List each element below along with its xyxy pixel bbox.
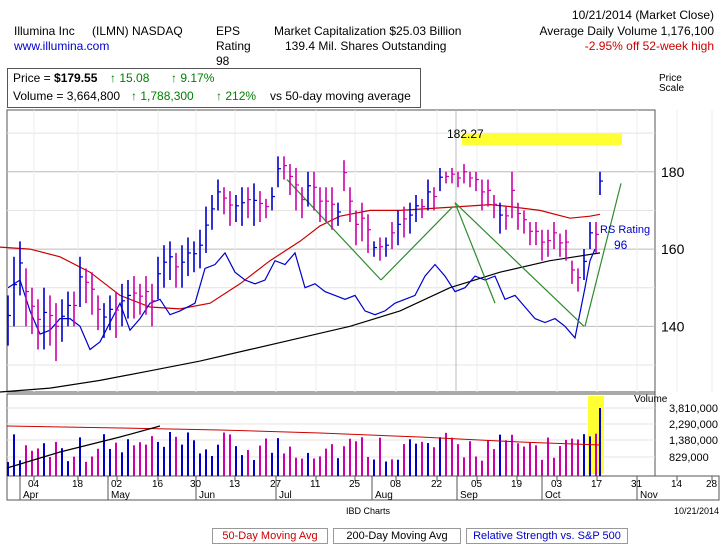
up-arrow-icon: ↑ [216,89,222,103]
legend-ma200: 200-Day Moving Avg [333,528,461,544]
x-tick-label: 13 [229,479,241,490]
trendline [454,202,496,304]
price-panel [6,109,656,393]
month-label: Jul [279,490,292,501]
x-axis-panel [6,475,720,501]
ma50-line [0,203,601,310]
volume-note: vs 50-day moving average [270,89,411,103]
volume-change: ↑ 1,788,300 [131,89,194,104]
volume-tick-label: 1,380,000 [669,435,718,447]
volume-axis-title: Volume [634,394,668,405]
stats-box [7,68,421,108]
month-label: Oct [545,490,561,501]
x-tick-label: 08 [390,479,402,490]
rs-rating-value: 96 [614,238,628,252]
up-arrow-icon: ↑ [110,71,116,85]
up-arrow-icon: ↑ [131,89,137,103]
company-website-link[interactable]: www.illumina.com [14,39,110,53]
month-label: Jun [199,490,215,501]
x-tick-label: 16 [152,479,164,490]
x-tick-label: 11 [310,479,321,490]
rs-rating-label: RS Rating [600,224,651,236]
x-tick-label: 19 [511,479,523,490]
x-tick-label: 17 [591,479,603,490]
eps-rating-label: Rating [216,39,251,53]
price-change-value: 15.08 [119,71,150,85]
price-tick-label: 160 [661,241,685,257]
price-label: Price = $179.55 [13,71,97,86]
trendline [584,183,622,327]
month-label: May [111,490,130,501]
x-tick-label: 14 [671,479,683,490]
x-tick-label: 05 [471,479,483,490]
volume-change-pct-value: 212% [225,89,257,103]
price-change-pct-value: 9.17% [180,71,215,85]
price-change: ↑ 15.08 [110,71,149,86]
volume-value: 3,664,800 [66,89,121,103]
up-arrow-icon: ↑ [171,71,177,85]
price-scale-title: Price Scale [659,73,685,94]
report-date: 10/21/2014 (Market Close) [571,8,714,22]
month-label: Sep [460,490,478,501]
shares-outstanding: 139.4 Mil. Shares Outstanding [285,39,447,53]
volume-change-pct: ↑ 212% [216,89,256,104]
high-highlight [462,133,622,145]
trendline [380,206,454,281]
month-label: Aug [375,490,393,501]
high-annotation: 182.27 [447,127,484,141]
ma200-volume-segment [6,425,161,469]
price-tick-label: 140 [661,318,685,334]
trendline [454,202,585,327]
price-label-text: Price = [13,71,51,85]
price-change-pct: ↑ 9.17% [171,71,214,86]
x-tick-label: 18 [72,479,84,490]
ma200-line [0,252,601,393]
eps-label: EPS [216,24,241,38]
volume-tick-label: 2,290,000 [669,419,718,431]
volume-label-text: Volume = [13,89,64,103]
x-tick-label: 28 [706,479,718,490]
legend-ma50: 50-Day Moving Avg [212,528,328,544]
off-52-week-high: -2.95% off 52-week high [584,39,714,53]
x-tick-label: 25 [349,479,361,490]
month-label: Apr [23,490,39,501]
average-daily-volume: Average Daily Volume 1,176,100 [539,24,714,38]
footer-date: 10/21/2014 [673,506,719,516]
rs-line [7,248,596,351]
volume-label: Volume = 3,664,800 [13,89,120,104]
month-label: Nov [640,490,658,501]
x-tick-label: 03 [551,479,563,490]
x-tick-label: 22 [431,479,443,490]
eps-rating-value: 98 [216,54,230,68]
footer-source: IBD Charts [346,506,391,516]
volume-tick-label: 3,810,000 [669,403,718,415]
price-value: $179.55 [54,71,98,85]
x-tick-label: 02 [111,479,123,490]
market-cap: Market Capitalization $25.03 Billion [274,24,462,38]
price-tick-label: 180 [661,164,685,180]
legend-rs: Relative Strength vs. S&P 500 [466,528,628,544]
company-name: Illumina Inc [14,24,75,38]
ticker-exchange: (ILMN) NASDAQ [92,24,183,38]
volume-average-line [6,425,601,446]
volume-tick-label: 829,000 [669,452,709,464]
volume-change-value: 1,788,300 [140,89,194,103]
x-tick-label: 04 [28,479,40,490]
